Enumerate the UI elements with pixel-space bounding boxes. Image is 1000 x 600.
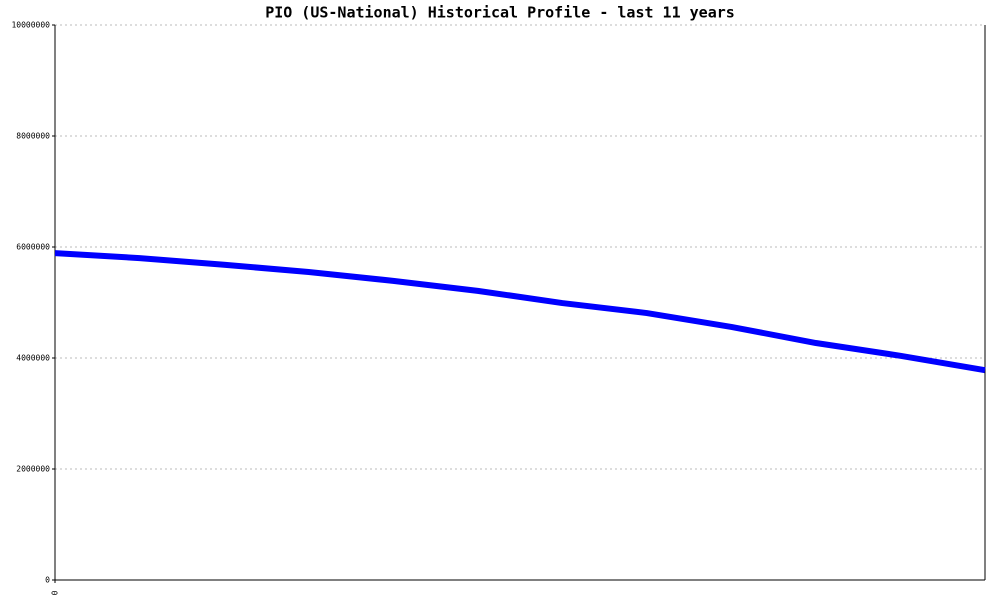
y-tick-label: 8000000 (16, 132, 50, 141)
chart-title: PIO (US-National) Historical Profile - l… (265, 4, 735, 22)
x-tick-label: 0 (51, 590, 60, 595)
y-tick-label: 10000000 (11, 21, 50, 30)
y-tick-label: 6000000 (16, 243, 50, 252)
y-tick-label: 2000000 (16, 465, 50, 474)
data-line (54, 250, 986, 374)
y-tick-label: 0 (45, 576, 50, 585)
y-tick-label: 4000000 (16, 354, 50, 363)
